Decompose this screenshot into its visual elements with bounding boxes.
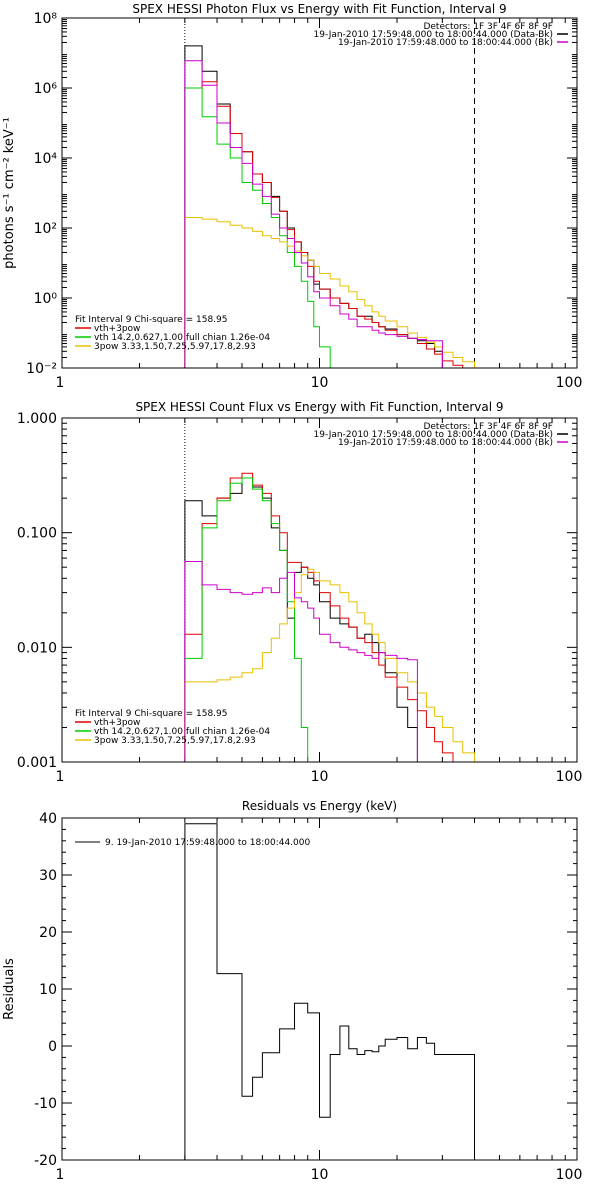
chart-title: SPEX HESSI Photon Flux vs Energy with Fi… — [132, 2, 506, 16]
header-line-3: 19-Jan-2010 17:59:48.000 to 18:00:44.000… — [338, 38, 553, 48]
series-line-1 — [184, 477, 418, 762]
header-line-1: Detectors: 1F 3F 4F 6F 8F 9F — [423, 22, 553, 32]
y-tick-label: 10 — [39, 982, 57, 998]
x-tick-label: 100 — [556, 769, 583, 785]
y-tick-label: 20 — [39, 925, 57, 941]
header-line-2: 19-Jan-2010 17:59:48.000 to 18:00:44.000… — [314, 430, 553, 440]
y-tick-label: 30 — [39, 868, 57, 884]
series-line-2 — [184, 81, 475, 368]
legend-title: Fit Interval 9 Chi-square = 158.95 — [75, 315, 227, 325]
plot-area — [184, 45, 489, 368]
x-tick-label: 1 — [56, 1167, 65, 1183]
header-line-1: Detectors: 1F 3F 4F 6F 8F 9F — [423, 422, 553, 432]
legend-label-2: vth 14.2,0.627,1.00 full chian 1.26e-04 — [94, 333, 270, 343]
y-tick-label: 10² — [34, 221, 57, 237]
y-tick-label: 40 — [39, 811, 57, 827]
y-tick-label: -10 — [34, 1096, 57, 1112]
plot-frame — [61, 417, 578, 763]
x-tick-label: 10 — [311, 375, 329, 391]
header-line-2: 19-Jan-2010 17:59:48.000 to 18:00:44.000… — [314, 30, 553, 40]
series-line-3 — [184, 477, 309, 762]
plot-frame — [61, 17, 578, 369]
x-tick-label: 1 — [56, 375, 65, 391]
y-axis-label: photons s⁻¹ cm⁻² keV⁻¹ — [2, 117, 17, 269]
y-tick-label: 0 — [48, 1039, 57, 1055]
header-line-3: 19-Jan-2010 17:59:48.000 to 18:00:44.000… — [338, 438, 553, 448]
x-tick-label: 10 — [311, 1167, 329, 1183]
chart-1: SPEX HESSI Photon Flux vs Energy with Fi… — [2, 2, 582, 391]
y-axis-label: Residuals — [2, 958, 17, 1020]
y-tick-label: 10⁰ — [34, 291, 58, 307]
legend-label-1: vth+3pow — [94, 324, 140, 334]
legend-title: Fit Interval 9 Chi-square = 158.95 — [75, 709, 227, 719]
y-tick-label: 10⁸ — [34, 11, 58, 27]
plot-area — [184, 472, 489, 762]
series-line-5 — [184, 60, 443, 368]
series-line-4 — [184, 568, 489, 762]
y-tick-label: 10⁴ — [34, 151, 58, 167]
plot-area — [184, 823, 475, 1160]
legend-label-3: 3pow 3.33,1.50,7.25,5.97,17.8,2.93 — [94, 736, 256, 746]
y-tick-label: 10⁻² — [26, 361, 57, 377]
legend-label-1: 9. 19-Jan-2010 17:59:48.000 to 18:00:44.… — [105, 838, 310, 848]
chart-title: Residuals vs Energy (keV) — [242, 799, 397, 813]
x-tick-label: 1 — [56, 769, 65, 785]
legend-label-2: vth 14.2,0.627,1.00 full chian 1.26e-04 — [94, 727, 270, 737]
y-tick-label: 0.100 — [17, 526, 57, 542]
series-line-1 — [184, 823, 475, 1160]
x-tick-label: 10 — [311, 769, 329, 785]
y-tick-label: -20 — [34, 1153, 57, 1169]
y-tick-label: 0.001 — [17, 755, 57, 771]
chart-title: SPEX HESSI Count Flux vs Energy with Fit… — [135, 400, 503, 414]
y-tick-label: 0.010 — [17, 640, 57, 656]
legend-label-3: 3pow 3.33,1.50,7.25,5.97,17.8,2.93 — [94, 342, 256, 352]
series-line-3 — [184, 87, 331, 368]
chart-2: SPEX HESSI Count Flux vs Energy with Fit… — [17, 400, 582, 785]
series-line-4 — [184, 217, 489, 368]
plot-frame — [61, 817, 578, 1161]
y-tick-label: 1.000 — [17, 411, 57, 427]
legend-label-1: vth+3pow — [94, 718, 140, 728]
series-line-2 — [184, 472, 454, 762]
series-line-5 — [184, 561, 418, 762]
y-tick-label: 10⁶ — [34, 81, 58, 97]
x-tick-label: 100 — [556, 1167, 583, 1183]
x-tick-label: 100 — [556, 375, 583, 391]
